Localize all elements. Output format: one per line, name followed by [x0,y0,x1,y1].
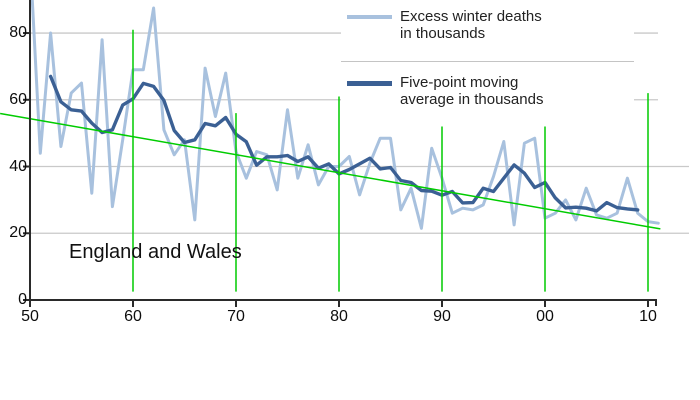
chart-legend: Excess winter deaths in thousands Five-p… [341,0,634,118]
x-axis-tick-label: 10 [639,308,657,325]
legend-label-line1: Excess winter deaths [400,8,542,25]
dark-blue-line-swatch [347,81,392,86]
y-axis-tick-label: 0 [18,291,27,308]
x-axis-tick-label: 00 [536,308,554,325]
light-blue-line-swatch [347,15,392,19]
y-axis-tick-label: 80 [9,24,27,42]
y-axis-tick-label: 20 [9,224,27,242]
x-axis-tick-label: 90 [433,308,451,325]
region-label: England and Wales [69,241,242,263]
x-axis-tick-label: 70 [227,308,245,325]
legend-label-line1: Five-point moving [400,74,519,91]
x-axis-tick-label: 60 [124,308,142,325]
legend-entry-excess-winter-deaths: Excess winter deaths in thousands [341,0,634,62]
legend-label: Excess winter deaths in thousands [400,8,542,42]
y-axis-tick-label: 40 [9,157,27,175]
legend-label-line2: in thousands [400,25,486,42]
x-axis-tick-label: 80 [330,308,348,325]
legend-label: Five-point moving average in thousands [400,74,543,108]
legend-entry-moving-average: Five-point moving average in thousands [341,62,634,127]
legend-label-line2: average in thousands [400,91,544,108]
x-axis-tick-label: 50 [21,308,39,325]
y-axis-tick-label: 60 [9,90,27,108]
